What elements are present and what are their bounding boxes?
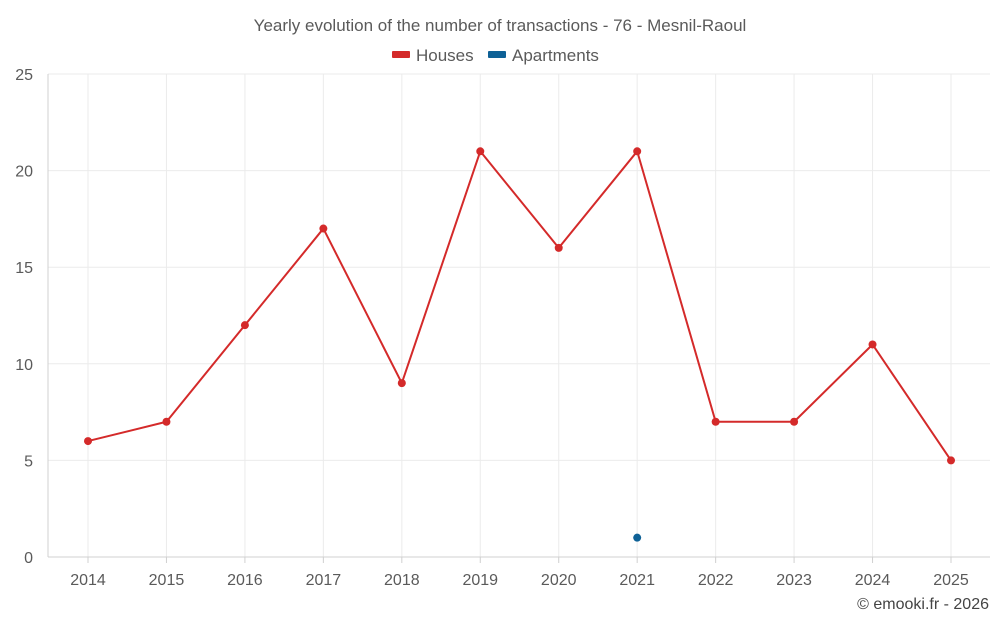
x-tick-label-2014: 2014 [70, 572, 106, 589]
data-point-houses-2023[interactable] [790, 417, 799, 426]
x-tick-label-2017: 2017 [306, 572, 342, 589]
y-tick-label-0: 0 [24, 550, 33, 567]
data-point-houses-2016[interactable] [240, 321, 249, 330]
series-lines [87, 150, 952, 461]
data-point-houses-2018[interactable] [397, 379, 406, 388]
legend-swatch-houses [392, 51, 410, 58]
legend-label-apartments: Apartments [512, 46, 599, 65]
data-point-houses-2015[interactable] [162, 417, 171, 426]
grid [47, 73, 990, 563]
x-tick-label-2023: 2023 [776, 572, 812, 589]
data-point-houses-2021[interactable] [633, 147, 642, 156]
credit-text: © emooki.fr - 2026 [857, 596, 989, 613]
y-tick-label-25: 25 [15, 67, 33, 84]
data-point-apartments-2021[interactable] [633, 533, 642, 542]
x-tick-label-2018: 2018 [384, 572, 420, 589]
x-tick-label-2015: 2015 [149, 572, 185, 589]
x-axis-ticks: 2014 2015 2016 2017 2018 2019 2020 2021 2022 2023… [70, 572, 969, 589]
x-tick-label-2025: 2025 [933, 572, 969, 589]
y-tick-label-5: 5 [24, 453, 33, 470]
chart-title: Yearly evolution of the number of transa… [254, 16, 747, 35]
data-point-houses-2019[interactable] [476, 147, 485, 156]
series-line-houses [87, 150, 952, 461]
x-tick-label-2020: 2020 [541, 572, 577, 589]
legend-item-apartments[interactable]: Apartments [488, 46, 599, 65]
x-tick-label-2021: 2021 [619, 572, 655, 589]
x-tick-label-2019: 2019 [462, 572, 498, 589]
data-point-houses-2025[interactable] [947, 456, 955, 465]
data-point-houses-2017[interactable] [319, 224, 328, 233]
y-tick-label-20: 20 [15, 164, 33, 181]
data-point-houses-2014[interactable] [84, 437, 92, 446]
y-axis-ticks: 0 5 10 15 20 25 [15, 67, 33, 567]
legend-label-houses: Houses [416, 46, 474, 65]
x-tick-label-2022: 2022 [698, 572, 734, 589]
legend-swatch-apartments [488, 51, 506, 58]
series-points [84, 147, 955, 542]
x-tick-label-2024: 2024 [855, 572, 891, 589]
data-point-houses-2020[interactable] [554, 243, 563, 252]
x-tick-label-2016: 2016 [227, 572, 263, 589]
y-tick-label-10: 10 [15, 357, 33, 374]
data-point-houses-2024[interactable] [868, 340, 877, 349]
y-tick-label-15: 15 [15, 260, 33, 277]
data-point-houses-2022[interactable] [711, 417, 720, 426]
legend: Houses Apartments [392, 46, 599, 65]
legend-item-houses[interactable]: Houses [392, 46, 474, 65]
